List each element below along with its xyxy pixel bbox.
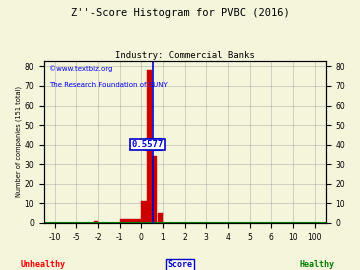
Bar xyxy=(152,156,157,223)
Text: Healthy: Healthy xyxy=(299,260,334,269)
Bar xyxy=(94,221,98,223)
Bar xyxy=(141,201,147,223)
Text: The Research Foundation of SUNY: The Research Foundation of SUNY xyxy=(49,82,168,88)
Bar xyxy=(120,219,141,223)
Bar xyxy=(147,70,152,223)
Bar xyxy=(158,213,163,223)
Text: Score: Score xyxy=(167,260,193,269)
Text: ©www.textbiz.org: ©www.textbiz.org xyxy=(49,65,113,72)
Text: Unhealthy: Unhealthy xyxy=(21,260,66,269)
Title: Industry: Commercial Banks: Industry: Commercial Banks xyxy=(115,51,255,60)
Text: Z''-Score Histogram for PVBC (2016): Z''-Score Histogram for PVBC (2016) xyxy=(71,8,289,18)
Y-axis label: Number of companies (151 total): Number of companies (151 total) xyxy=(15,86,22,197)
Text: 0.5577: 0.5577 xyxy=(132,140,164,149)
